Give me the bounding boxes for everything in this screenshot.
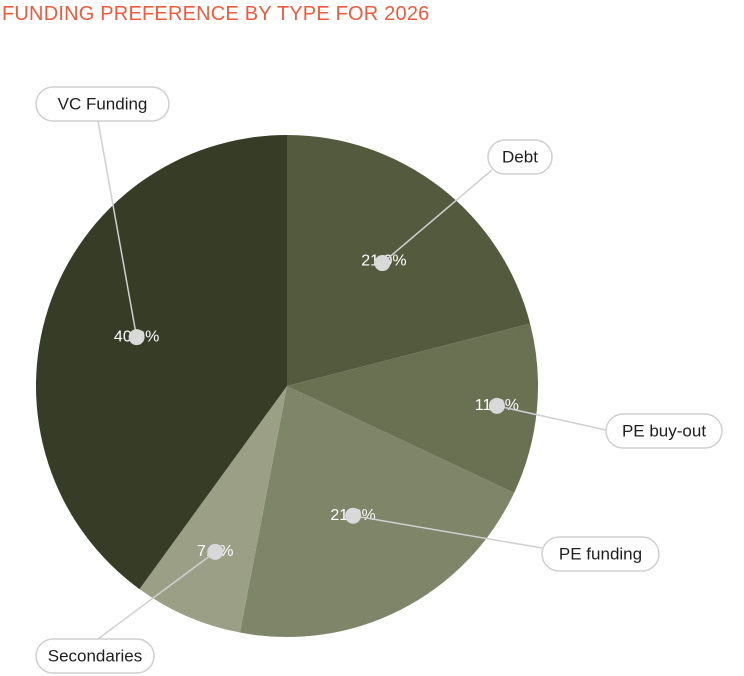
chart-title: FUNDING PREFERENCE BY TYPE FOR 2026: [2, 3, 430, 25]
callout-line: [352, 514, 543, 549]
callout-label: VC Funding: [58, 94, 148, 113]
callout-label: Secondaries: [48, 646, 143, 665]
callout-label: Debt: [502, 147, 538, 166]
callout-label: PE funding: [559, 544, 642, 563]
callout-line: [97, 551, 216, 640]
callout-dot: [345, 507, 362, 524]
pie-slice-pe-buy-out: [287, 323, 539, 493]
callout-box: [35, 86, 170, 122]
callout-dot: [128, 329, 145, 346]
callout-label: PE buy-out: [622, 421, 706, 440]
callout-box: [487, 139, 553, 175]
callout-line: [496, 405, 607, 431]
callout-dot: [374, 255, 391, 272]
callout-line: [381, 169, 493, 264]
callout-box: [35, 638, 155, 674]
callout-line: [97, 120, 138, 338]
pie-slice-vc-funding: [35, 135, 287, 590]
pie-slice-pe-funding: [239, 386, 515, 637]
callout-dot: [488, 397, 505, 414]
callout-box: [605, 413, 723, 449]
pie-slice-secondaries: [139, 386, 287, 633]
callout-dot: [207, 543, 224, 560]
pie-slice-debt: [287, 135, 531, 386]
callout-box: [541, 536, 660, 572]
